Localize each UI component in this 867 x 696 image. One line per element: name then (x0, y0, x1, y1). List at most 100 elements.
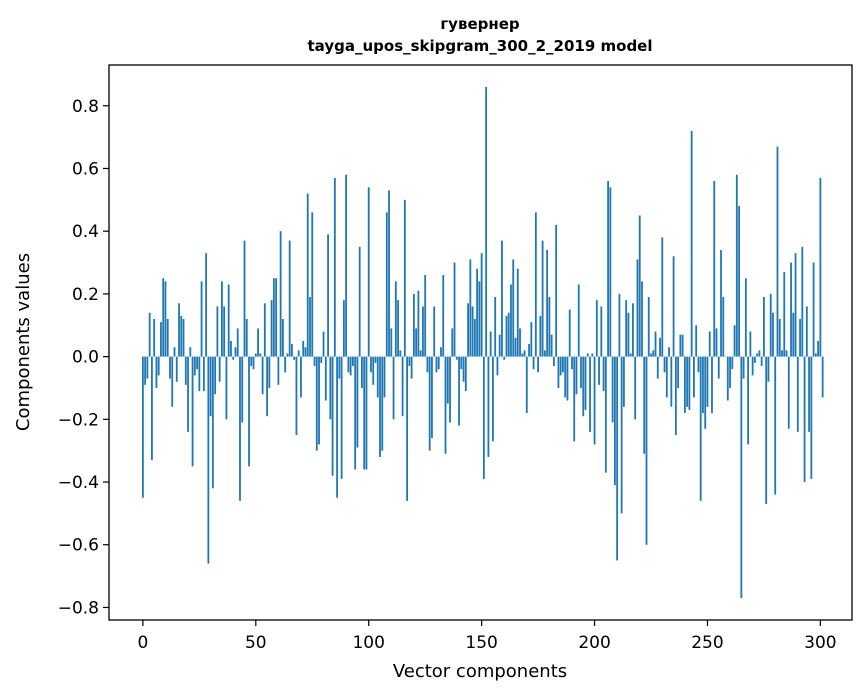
bar (164, 281, 167, 357)
y-tick-label: 0.6 (72, 159, 99, 179)
bar (336, 356, 338, 498)
x-tick-label: 200 (578, 633, 610, 653)
bar (819, 177, 822, 357)
bar (261, 356, 264, 395)
bar (333, 177, 336, 357)
bar (740, 356, 743, 599)
bar (591, 353, 594, 357)
bar (245, 318, 248, 357)
bar (627, 312, 630, 357)
bar (726, 356, 729, 401)
bar (604, 356, 607, 473)
bar (720, 250, 722, 357)
bar (787, 356, 790, 429)
bar (783, 271, 786, 357)
bar (521, 353, 524, 357)
bar (379, 356, 381, 457)
bar (444, 356, 447, 454)
bar (731, 356, 734, 370)
y-tick-label: −0.4 (58, 473, 99, 493)
bar (600, 306, 603, 357)
bar (492, 356, 494, 442)
bar (473, 318, 476, 357)
bar (433, 306, 436, 357)
bar (410, 356, 413, 379)
bar (209, 356, 212, 417)
bar (216, 306, 219, 357)
bar (202, 356, 205, 392)
chart-title: гувернер (440, 15, 520, 33)
bar (462, 356, 465, 382)
bar (571, 356, 573, 370)
x-tick-label: 0 (137, 633, 148, 653)
bar (532, 356, 535, 370)
x-axis-label: Vector components (393, 661, 567, 682)
bar (284, 356, 287, 373)
bar (480, 253, 483, 357)
bar (286, 353, 289, 357)
bar (169, 356, 171, 379)
bar (193, 356, 196, 376)
bar (356, 356, 359, 448)
bar-series (141, 86, 824, 599)
bar (543, 350, 546, 357)
bar (555, 224, 558, 357)
bar (665, 356, 668, 398)
bar (327, 234, 329, 357)
bar (679, 334, 682, 357)
bar (589, 356, 591, 432)
bar (641, 281, 643, 357)
bar (453, 262, 456, 357)
bar (381, 356, 384, 451)
x-tick-label: 50 (245, 633, 267, 653)
bar (451, 328, 454, 357)
bar (523, 350, 526, 357)
bar (528, 344, 530, 357)
bar (650, 353, 652, 357)
bar (302, 340, 305, 357)
bar (182, 318, 185, 357)
bar (166, 318, 169, 357)
bar (792, 312, 795, 357)
bar (711, 356, 713, 414)
bar (501, 240, 503, 357)
bar (376, 356, 379, 398)
bar (580, 356, 582, 388)
bar (505, 315, 508, 357)
bar (297, 350, 300, 357)
bar (225, 356, 228, 420)
bar (683, 356, 686, 414)
bar (257, 328, 259, 357)
bar (435, 356, 438, 373)
bar (160, 322, 162, 357)
bar (564, 356, 567, 398)
bar (324, 356, 327, 401)
bar (390, 328, 393, 357)
bar (277, 356, 280, 385)
bar (263, 303, 266, 357)
bar (577, 284, 580, 357)
y-tick-label: −0.2 (58, 410, 99, 430)
bar (349, 356, 352, 376)
bar (300, 356, 302, 398)
bar (412, 293, 415, 357)
bar (358, 246, 361, 357)
bar (559, 356, 562, 376)
bar (293, 356, 296, 360)
bar (541, 240, 544, 357)
bar (272, 278, 275, 357)
bar (313, 356, 316, 367)
bar (663, 356, 666, 373)
bar (467, 303, 469, 357)
bar (668, 347, 670, 357)
bar (794, 253, 797, 357)
bar (550, 334, 553, 357)
bar (157, 356, 160, 376)
bar (268, 356, 271, 388)
bar (568, 309, 571, 357)
bar (697, 356, 700, 373)
bar (801, 246, 804, 357)
bar (751, 356, 754, 376)
bar (769, 293, 772, 357)
bar (146, 356, 149, 379)
